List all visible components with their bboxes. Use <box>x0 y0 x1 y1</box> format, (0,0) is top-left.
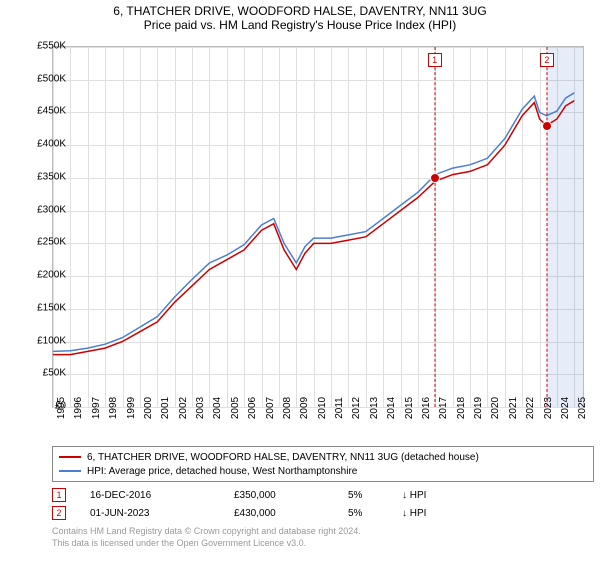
x-axis-label: 2005 <box>230 397 241 419</box>
x-axis-label: 2015 <box>404 397 415 419</box>
legend-swatch <box>59 456 81 458</box>
series-line-0 <box>53 101 574 355</box>
event-table: 1 16-DEC-2016 £350,000 5% ↓ HPI 2 01-JUN-2023 £… <box>52 486 582 522</box>
x-axis-label: 2019 <box>473 397 484 419</box>
y-axis-label: £150K <box>37 302 66 313</box>
x-axis-label: 2020 <box>490 397 501 419</box>
legend-row: 6, THATCHER DRIVE, WOODFORD HALSE, DAVEN… <box>59 450 587 464</box>
x-axis-label: 2014 <box>386 397 397 419</box>
x-axis-label: 2025 <box>577 397 588 419</box>
y-axis-label: £350K <box>37 171 66 182</box>
event-marker-dot <box>430 173 440 183</box>
chart-subtitle: Price paid vs. HM Land Registry's House … <box>0 18 600 32</box>
x-axis-label: 1997 <box>91 397 102 419</box>
event-price: £350,000 <box>234 490 324 501</box>
event-vline <box>434 47 435 407</box>
chart-svg <box>53 47 583 407</box>
x-axis-label: 2011 <box>334 397 345 419</box>
x-axis-label: 1995 <box>56 397 67 419</box>
x-axis-label: 2018 <box>456 397 467 419</box>
x-axis-label: 2013 <box>369 397 380 419</box>
x-axis-label: 2003 <box>195 397 206 419</box>
y-axis-label: £250K <box>37 237 66 248</box>
event-vline <box>546 47 547 407</box>
x-axis-label: 2021 <box>508 397 519 419</box>
event-badge: 2 <box>52 506 66 520</box>
x-axis-label: 2023 <box>543 397 554 419</box>
event-direction: ↓ HPI <box>402 508 426 519</box>
event-marker-dot <box>542 121 552 131</box>
event-marker-badge: 1 <box>428 53 442 67</box>
y-axis-label: £550K <box>37 41 66 52</box>
event-date: 16-DEC-2016 <box>90 490 210 501</box>
footer-line-1: Contains HM Land Registry data © Crown c… <box>52 526 582 538</box>
y-axis-label: £450K <box>37 106 66 117</box>
legend-label: 6, THATCHER DRIVE, WOODFORD HALSE, DAVEN… <box>87 452 479 463</box>
legend-swatch <box>59 470 81 472</box>
legend-row: HPI: Average price, detached house, West… <box>59 464 587 478</box>
x-axis-label: 2024 <box>560 397 571 419</box>
x-axis-label: 1998 <box>108 397 119 419</box>
y-axis-label: £50K <box>43 368 66 379</box>
y-axis-label: £200K <box>37 270 66 281</box>
y-axis-label: £400K <box>37 139 66 150</box>
series-line-1 <box>53 93 574 352</box>
x-axis-label: 2007 <box>265 397 276 419</box>
chart-footer: Contains HM Land Registry data © Crown c… <box>52 526 582 549</box>
footer-line-2: This data is licensed under the Open Gov… <box>52 538 582 550</box>
x-axis-label: 2002 <box>178 397 189 419</box>
x-axis-label: 1996 <box>73 397 84 419</box>
event-row: 1 16-DEC-2016 £350,000 5% ↓ HPI <box>52 486 582 504</box>
x-axis-label: 2001 <box>160 397 171 419</box>
chart-title: 6, THATCHER DRIVE, WOODFORD HALSE, DAVEN… <box>0 4 600 18</box>
x-axis-label: 2006 <box>247 397 258 419</box>
x-axis-label: 2009 <box>299 397 310 419</box>
event-row: 2 01-JUN-2023 £430,000 5% ↓ HPI <box>52 504 582 522</box>
chart-legend: 6, THATCHER DRIVE, WOODFORD HALSE, DAVEN… <box>52 446 594 482</box>
chart-plot-area: 12 <box>52 46 584 408</box>
event-date: 01-JUN-2023 <box>90 508 210 519</box>
y-axis-label: £300K <box>37 204 66 215</box>
legend-label: HPI: Average price, detached house, West… <box>87 466 357 477</box>
y-axis-label: £500K <box>37 73 66 84</box>
x-axis-label: 2012 <box>351 397 362 419</box>
event-badge: 1 <box>52 488 66 502</box>
event-direction: ↓ HPI <box>402 490 426 501</box>
x-axis-label: 2010 <box>317 397 328 419</box>
x-axis-label: 2022 <box>525 397 536 419</box>
event-pct: 5% <box>348 490 378 501</box>
event-marker-badge: 2 <box>540 53 554 67</box>
x-axis-label: 2016 <box>421 397 432 419</box>
x-axis-label: 2000 <box>143 397 154 419</box>
y-axis-label: £100K <box>37 335 66 346</box>
x-axis-label: 2008 <box>282 397 293 419</box>
x-axis-label: 2017 <box>438 397 449 419</box>
event-price: £430,000 <box>234 508 324 519</box>
event-pct: 5% <box>348 508 378 519</box>
x-axis-label: 2004 <box>212 397 223 419</box>
x-axis-label: 1999 <box>126 397 137 419</box>
